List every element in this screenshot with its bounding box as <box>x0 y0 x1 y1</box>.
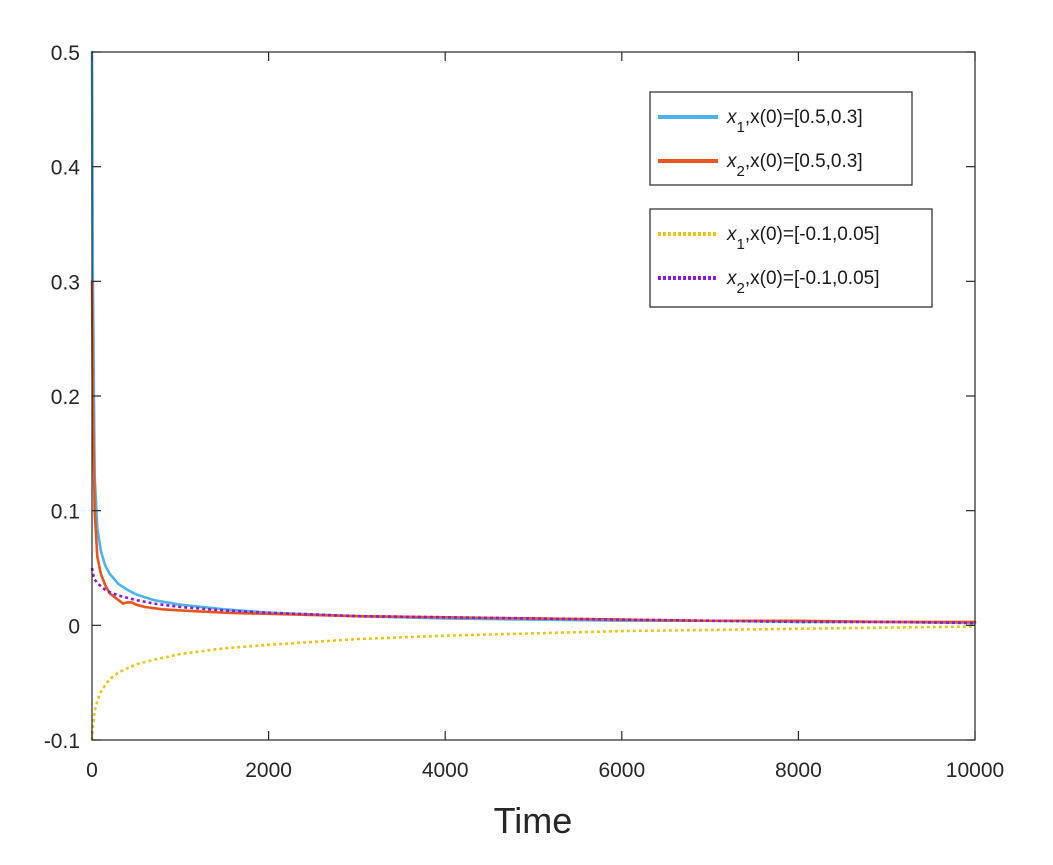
y-tick-label: 0.2 <box>51 386 80 409</box>
x-tick-label: 0 <box>86 759 98 782</box>
legend-label: x1,x(0)=[0.5,0.3] <box>726 107 863 136</box>
x-tick-label: 4000 <box>422 759 469 782</box>
x-axis-title: Time <box>494 800 573 841</box>
y-tick-label: -0.1 <box>44 730 80 753</box>
legend-box-2 <box>649 208 933 308</box>
legend-label: x2,x(0)=[-0.1,0.05] <box>726 268 880 297</box>
legend-label: x1,x(0)=[-0.1,0.05] <box>726 224 880 253</box>
x-tick-label: 8000 <box>775 759 822 782</box>
x-tick-label: 10000 <box>946 759 1004 782</box>
series-line-3 <box>90 625 976 741</box>
series-line-4 <box>90 567 976 625</box>
series-layer <box>90 50 977 741</box>
y-tick-label: 0 <box>68 615 80 638</box>
x-tick-label: 2000 <box>245 759 292 782</box>
legend-box-1 <box>649 91 913 186</box>
x-tick-label: 6000 <box>598 759 645 782</box>
y-tick-label: 0.3 <box>51 271 80 294</box>
y-tick-label: 0.5 <box>51 42 80 65</box>
legend-label: x2,x(0)=[0.5,0.3] <box>726 151 863 180</box>
series-line-2 <box>90 280 977 624</box>
y-tick-label: 0.4 <box>51 157 81 180</box>
y-tick-label: 0.1 <box>51 501 80 524</box>
legend-layer: x1,x(0)=[0.5,0.3] x2,x(0)=[0.5,0.3] x1,x(0… <box>649 91 933 308</box>
tick-layer: 0 2000 4000 6000 8000 10000 -0.1 0 0.1 0.2 0.3 0.4 0… <box>44 42 1004 782</box>
